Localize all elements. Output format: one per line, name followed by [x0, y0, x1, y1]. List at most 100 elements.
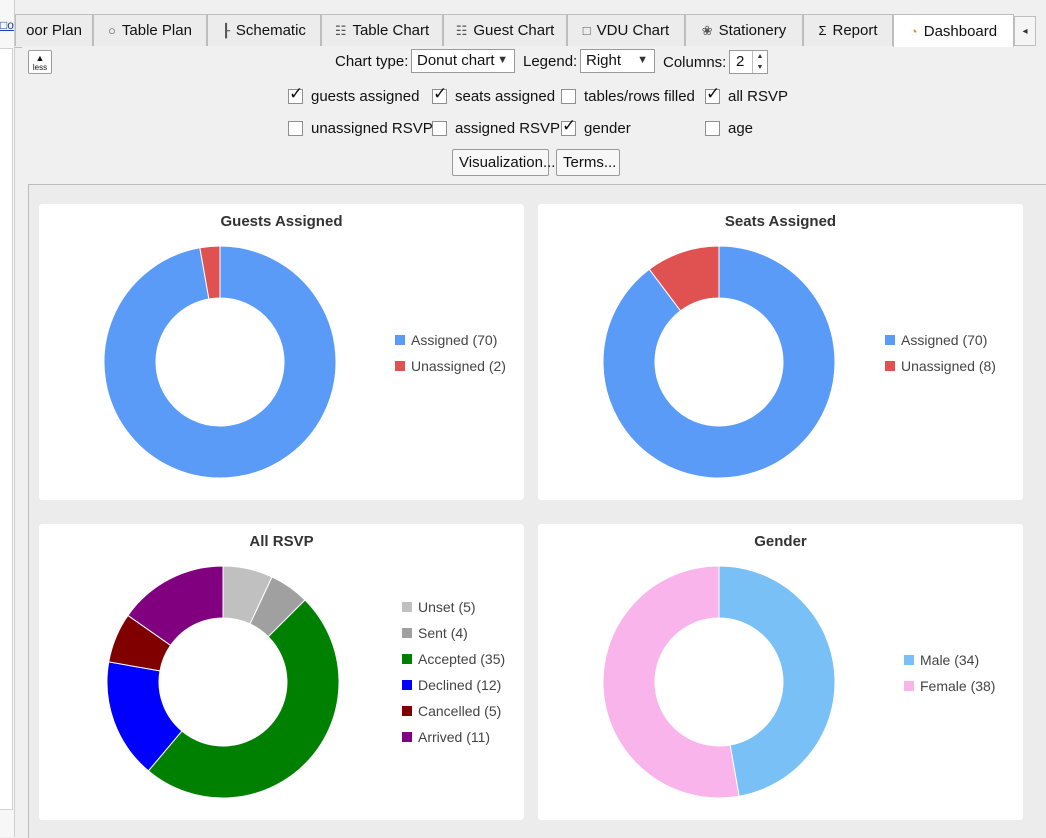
donut-slice-assigned[interactable] [602, 245, 836, 479]
donut-slice-accepted[interactable] [147, 599, 340, 799]
tab-scroll-left-button[interactable]: ◂ [1014, 16, 1036, 46]
legend-label: Unassigned (2) [411, 358, 506, 374]
donut-slice-unassigned[interactable] [199, 245, 221, 300]
chart-legend: Assigned (70) Unassigned (2) [395, 327, 506, 379]
checkbox-age[interactable]: age [705, 120, 753, 137]
checkbox-label: guests assigned [311, 88, 420, 105]
chart-card-all-rsvp: All RSVP Unset (5) Sent (4) Accepted (35… [39, 524, 524, 820]
legend-swatch [904, 681, 914, 691]
checkbox-box[interactable]: ✓ [288, 84, 303, 104]
arrow-up-icon: ▲ [35, 53, 45, 63]
monitor-icon: □ [582, 23, 591, 38]
legend-label: Male (34) [920, 652, 980, 668]
tab-label: Table Chart [352, 22, 430, 39]
stepper-arrows-icon[interactable]: ▲ ▼ [752, 51, 767, 73]
legend-swatch [402, 628, 412, 638]
legend-label: Unset (5) [418, 599, 476, 615]
chart-legend: Unset (5) Sent (4) Accepted (35) Decline… [402, 594, 505, 750]
legend-item: Arrived (11) [402, 724, 505, 750]
dashboard-area: Guests Assigned Assigned (70) Unassigned… [28, 184, 1046, 838]
tab-label: Stationery [718, 22, 787, 39]
tab-table-chart[interactable]: ☷ Table Chart [321, 14, 443, 46]
donut-slice-male[interactable] [718, 565, 836, 797]
checkbox-label: age [728, 120, 754, 137]
legend-label: Female (38) [920, 678, 996, 694]
tab-label: Guest Chart [473, 22, 555, 39]
chart-legend: Male (34) Female (38) [904, 647, 995, 699]
checkbox-gender[interactable]: ✓ gender [561, 116, 631, 137]
chart-card-gender: Gender Male (34) Female (38) [538, 524, 1023, 820]
checkbox-box[interactable] [432, 121, 447, 136]
checkmark-icon: ✓ [289, 84, 304, 103]
terms-button[interactable]: Terms... [556, 149, 620, 176]
legend-select[interactable]: Right ▼ [580, 49, 655, 73]
tab-label: Table Plan [121, 22, 192, 39]
chart-card-guests-assigned: Guests Assigned Assigned (70) Unassigned… [39, 204, 524, 500]
legend-item: Accepted (35) [402, 646, 505, 672]
tab-bar: oor Plan ○ Table Plan ┠ Schematic ☷ Tabl… [15, 14, 1046, 48]
checkbox-box[interactable] [561, 89, 576, 104]
chart-legend: Assigned (70) Unassigned (8) [885, 327, 996, 379]
checkbox-box[interactable] [705, 121, 720, 136]
legend-swatch [904, 655, 914, 665]
tab-guest-chart[interactable]: ☷ Guest Chart [443, 14, 567, 46]
tab-dashboard[interactable]: ◔ Dashboard [893, 14, 1014, 48]
donut-chart-all-rsvp [106, 565, 340, 799]
chart-title: Guests Assigned [220, 213, 343, 230]
stationery-icon: ❀ [701, 22, 713, 38]
checkbox-label: seats assigned [455, 88, 556, 105]
checkbox-guests-assigned[interactable]: ✓ guests assigned [288, 84, 420, 105]
legend-swatch [395, 335, 405, 345]
less-button[interactable]: ▲ less [28, 50, 52, 74]
checkbox-all-rsvp[interactable]: ✓ all RSVP [705, 84, 789, 105]
checkbox-box[interactable]: ✓ [432, 84, 447, 104]
legend-swatch [402, 654, 412, 664]
legend-swatch [402, 706, 412, 716]
legend-item: Unassigned (2) [395, 353, 506, 379]
legend-value: Right [586, 52, 622, 69]
legend-label: Cancelled (5) [418, 703, 502, 719]
checkbox-label: assigned RSVP [455, 120, 561, 137]
donut-chart-guests-assigned [103, 245, 337, 479]
left-panel-link[interactable]: □o [0, 18, 14, 32]
tab-schematic[interactable]: ┠ Schematic [207, 14, 321, 46]
tab-floor-plan[interactable]: oor Plan [15, 14, 93, 46]
tab-report[interactable]: Σ Report [803, 14, 893, 46]
checkbox-box[interactable] [288, 121, 303, 136]
legend-item: Cancelled (5) [402, 698, 505, 724]
chart-title: Gender [754, 533, 807, 550]
donut-slice-unassigned[interactable] [648, 245, 720, 312]
donut-slice-arrived[interactable] [127, 565, 224, 646]
checkbox-label: all RSVP [728, 88, 789, 105]
dashboard-controls: ▲ less Chart type: Donut chart ▼ Legend:… [22, 47, 1046, 185]
columns-stepper[interactable]: 2 ▲ ▼ [729, 50, 768, 74]
columns-label: Columns: [663, 54, 727, 71]
legend-label: Assigned (70) [411, 332, 498, 348]
tab-vdu-chart[interactable]: □ VDU Chart [567, 14, 685, 46]
chart-title: All RSVP [249, 533, 314, 550]
checkbox-box[interactable]: ✓ [561, 116, 576, 136]
checkbox-label: unassigned RSVP [311, 120, 433, 137]
visualization-button[interactable]: Visualization... [452, 149, 555, 176]
donut-slice-female[interactable] [602, 565, 740, 799]
schematic-icon: ┠ [222, 22, 230, 38]
checkbox-unassigned-rsvp[interactable]: unassigned RSVP [288, 120, 433, 137]
legend-item: Assigned (70) [885, 327, 996, 353]
checkbox-assigned-rsvp[interactable]: assigned RSVP [432, 120, 560, 137]
legend-item: Unset (5) [402, 594, 505, 620]
chart-type-select[interactable]: Donut chart ▼ [411, 49, 515, 73]
legend-label: Unassigned (8) [901, 358, 996, 374]
legend-label: Legend: [523, 53, 578, 70]
chevron-down-icon: ▼ [497, 54, 508, 66]
tab-stationery[interactable]: ❀ Stationery [685, 14, 803, 46]
checkbox-seats-assigned[interactable]: ✓ seats assigned [432, 84, 556, 105]
legend-swatch [402, 732, 412, 742]
checkbox-box[interactable]: ✓ [705, 84, 720, 104]
legend-item: Female (38) [904, 673, 995, 699]
donut-slice-assigned[interactable] [103, 245, 337, 479]
tab-table-plan[interactable]: ○ Table Plan [93, 14, 207, 46]
chart-type-value: Donut chart [417, 52, 495, 69]
tab-label: VDU Chart [596, 22, 670, 39]
checkmark-icon: ✓ [433, 84, 448, 103]
checkbox-tables-rows-filled[interactable]: tables/rows filled [561, 88, 695, 105]
